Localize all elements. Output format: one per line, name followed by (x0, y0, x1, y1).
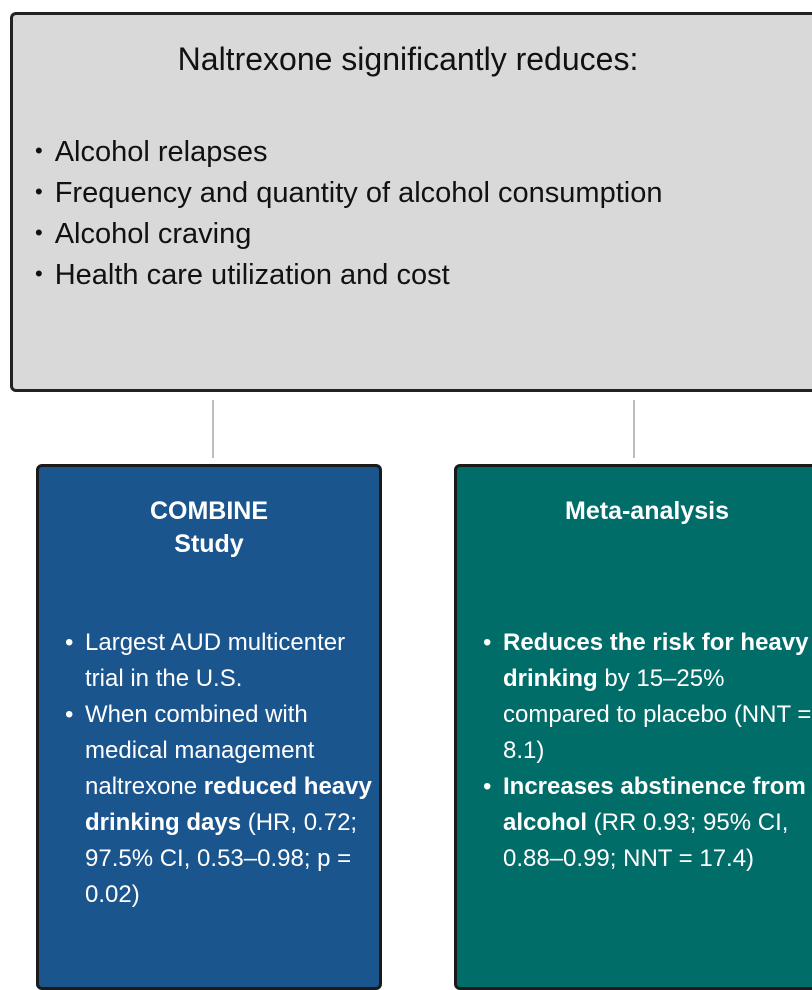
connector (212, 400, 214, 458)
card-title-line: Study (174, 530, 244, 558)
card-bullet: When combined with medical management na… (65, 697, 379, 913)
summary-bullet: Alcohol relapses (35, 131, 662, 172)
card-title-line: Meta-analysis (565, 497, 729, 525)
card-list: Reduces the risk for heavy drinking by 1… (483, 625, 812, 877)
study-card: COMBINE Study Largest AUD multicenter tria… (36, 464, 382, 990)
bullet-text: (HR, 0.72; 97.5% CI, 0.53–0.98; p = 0.02… (85, 809, 358, 908)
bullet-text: Largest AUD multicenter trial in the U.S… (85, 629, 346, 692)
summary-bullet: Alcohol craving (35, 213, 662, 254)
summary-box: Naltrexone significantly reduces: Alcoho… (10, 12, 812, 392)
card-bullet: Reduces the risk for heavy drinking by 1… (483, 625, 812, 769)
summary-bullet: Frequency and quantity of alcohol consum… (35, 172, 663, 213)
page: Naltrexone significantly reduces: Alcoho… (0, 0, 812, 961)
card-title: Meta-analysis (457, 467, 812, 528)
card-list: Largest AUD multicenter trial in the U.S… (65, 625, 379, 913)
study-card: Meta-analysis Reduces the risk for heavy … (454, 464, 812, 990)
summary-list: Alcohol relapsesFrequency and quantity o… (35, 131, 663, 295)
bullet-text: Reduces the risk for heavy drinking (503, 629, 809, 692)
summary-title: Naltrexone significantly reduces: (177, 41, 639, 77)
card-title-line: COMBINE (149, 497, 269, 525)
card-bullet: Largest AUD multicenter trial in the U.S… (65, 625, 379, 697)
bullet-text: reduced heavy drinking days (85, 773, 372, 836)
bullet-text: When combined with medical management na… (85, 701, 315, 800)
bullet-text: Increases abstinence from alcohol (503, 773, 806, 836)
card-bullet: Increases abstinence from alcohol (RR 0.… (483, 769, 812, 877)
summary-bullet: Health care utilization and cost (35, 254, 662, 295)
bullet-text: (RR 0.93; 95% CI, 0.88–0.99; NNT = 17.4) (503, 809, 789, 872)
bullet-text: by 15–25% compared to placebo (NNT = 8.1… (503, 665, 812, 764)
card-title: COMBINE Study (39, 467, 379, 561)
connector (633, 400, 635, 458)
